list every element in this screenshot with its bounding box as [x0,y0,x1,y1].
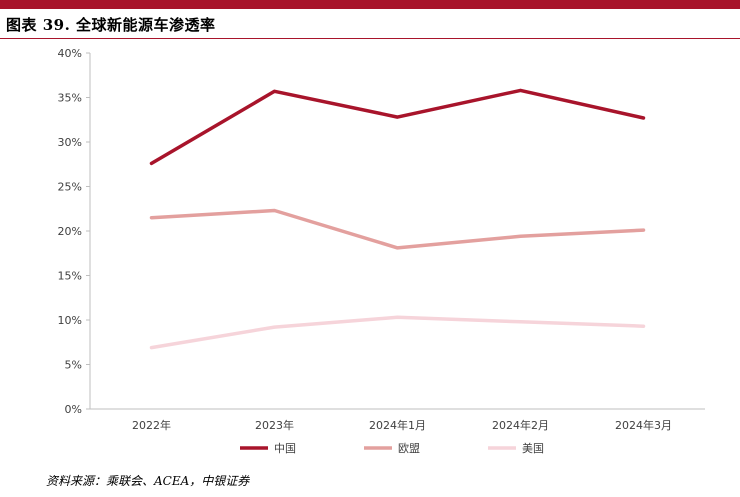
figure-title: 图表 39. 全球新能源车渗透率 [6,16,216,34]
y-tick-label: 40% [58,47,82,60]
line-chart: 0% 5% 10% 15% 20% 25% 30% 35% 40% 2022年 2023年 2024年… [58,47,705,455]
legend-label: 美国 [522,442,544,455]
y-tick-label: 20% [58,225,82,238]
y-tick-label: 25% [58,181,82,194]
x-tick-label: 2022年 [132,418,171,432]
y-tick-label: 5% [65,359,82,372]
y-tick-label: 15% [58,270,82,283]
x-tick-label: 2024年2月 [492,418,549,432]
series-line [149,208,646,250]
y-tick-label: 35% [58,92,82,105]
top-accent-bar [0,0,740,9]
legend-label: 中国 [274,442,296,455]
y-tick-label: 30% [58,136,82,149]
legend-label: 欧盟 [398,442,420,455]
x-tick-label: 2024年1月 [369,418,426,432]
y-tick-label: 10% [58,314,82,327]
x-tick-label: 2023年 [255,418,294,432]
x-tick-label: 2024年3月 [615,418,672,432]
series-line [149,88,646,166]
series-line [149,315,646,350]
y-tick-label: 0% [65,403,82,416]
title-divider [0,38,740,39]
source-note: 资料来源：乘联会、ACEA，中银证券 [46,474,250,488]
